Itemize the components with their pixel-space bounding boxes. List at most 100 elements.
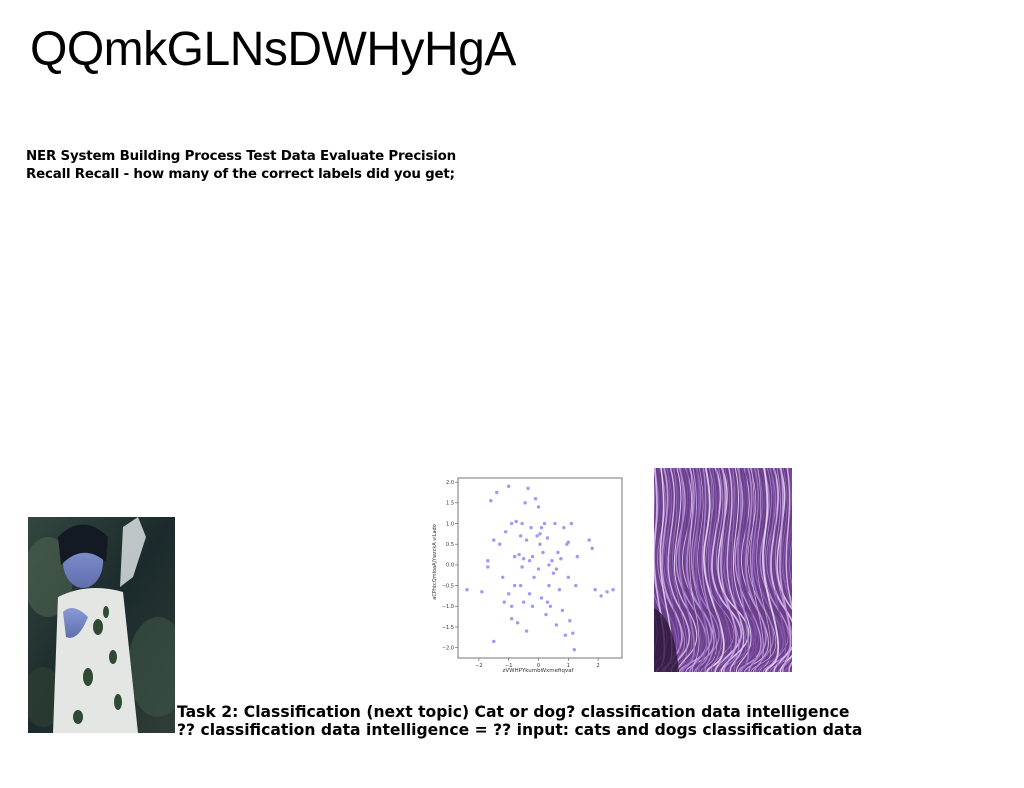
intro-line: NER System Building Process Test Data Ev… xyxy=(26,149,456,164)
scatter-point xyxy=(562,525,566,530)
scatter-point xyxy=(523,501,527,505)
scatter-point xyxy=(504,530,508,534)
scatter-point xyxy=(521,556,526,561)
scatter-point xyxy=(569,521,574,526)
texture-stroke xyxy=(778,468,792,672)
scatter-point xyxy=(520,521,524,526)
scatter-point xyxy=(538,542,542,546)
plot-frame xyxy=(457,477,623,659)
scatter-point xyxy=(547,563,551,567)
scatter-point xyxy=(571,631,575,635)
y-tick-label: −1.0 xyxy=(442,604,454,610)
intro-line: Recall Recall - how many of the correct … xyxy=(26,167,455,182)
y-tick-label: −2.0 xyxy=(442,645,454,651)
y-tick-label: 0.5 xyxy=(446,542,454,548)
y-tick-label: 1.5 xyxy=(446,501,454,507)
x-axis-label: zVWHPYkumbWxmefiqvaf xyxy=(502,668,574,674)
scatter-point xyxy=(563,633,568,637)
scatter-point xyxy=(536,567,541,571)
x-tick-label: 1 xyxy=(567,663,570,669)
scatter-point xyxy=(514,519,518,524)
scatter-point xyxy=(553,521,557,526)
texture-shadow xyxy=(654,608,679,672)
scatter-point xyxy=(502,600,506,604)
scatter-point xyxy=(492,639,496,644)
texture-stroke xyxy=(694,468,708,672)
scatter-point xyxy=(556,550,560,555)
scatter-point xyxy=(530,554,535,559)
y-tick-label: −1.5 xyxy=(442,625,454,631)
scatter-point xyxy=(539,596,544,600)
scatter-point xyxy=(574,583,578,588)
texture-stroke xyxy=(701,468,715,672)
x-tick-label: −2 xyxy=(475,663,482,669)
y-tick-label: 0.0 xyxy=(446,563,454,569)
caption-line: ?? classification data intelligence = ??… xyxy=(177,721,863,739)
scatter-point xyxy=(593,588,597,592)
scatter-point xyxy=(506,592,511,596)
texture-stroke xyxy=(719,468,738,672)
intro-text: NER System Building Process Test Data Ev… xyxy=(26,148,546,184)
texture-stroke xyxy=(707,468,722,672)
scatter-point xyxy=(544,612,548,617)
scatter-point xyxy=(527,559,532,563)
scatter-point xyxy=(560,608,565,613)
scatter-point xyxy=(486,565,490,569)
scatter-point xyxy=(554,623,559,627)
scatter-point xyxy=(512,583,517,588)
caption-text: Task 2: Classification (next topic) Cat … xyxy=(177,703,877,739)
scatter-point xyxy=(535,534,539,538)
y-tick-label: 1.0 xyxy=(446,521,454,527)
scatter-plot: −2 −1 0 1 2 2.0 1.5 1.0 0.5 0.0 −0.5 −1.0 −1.5 −2.0 z… xyxy=(432,477,623,674)
scatter-point xyxy=(495,490,499,495)
texture-stroke xyxy=(770,468,792,672)
scatter-point xyxy=(572,648,576,652)
scatter-point xyxy=(512,554,517,559)
scatter-point xyxy=(527,592,532,596)
y-tick-label: −0.5 xyxy=(442,583,454,589)
scatter-point xyxy=(532,575,536,580)
texture-stroke xyxy=(751,468,775,672)
x-tick-label: −1 xyxy=(505,663,512,669)
scatter-point xyxy=(605,590,609,594)
scatter-point xyxy=(465,588,469,592)
texture-stroke xyxy=(773,468,784,672)
scatter-point xyxy=(506,484,511,488)
scatter-point xyxy=(557,588,562,592)
scatter-point xyxy=(489,499,493,503)
scatter-point xyxy=(536,505,541,509)
scatter-point xyxy=(509,616,514,621)
texture-stroke xyxy=(731,468,742,672)
scatter-point xyxy=(526,486,530,491)
purple-lines-picture xyxy=(654,468,792,672)
y-tick-label: 2.0 xyxy=(446,480,454,486)
woman-in-forest-picture xyxy=(28,517,175,733)
texture-stroke xyxy=(689,468,700,672)
texture-stroke xyxy=(726,468,745,672)
scatter-point xyxy=(538,532,542,536)
scatter-point xyxy=(524,629,529,633)
scatter-point xyxy=(520,565,524,569)
texture-stroke xyxy=(782,468,792,672)
scatter-point xyxy=(515,621,520,625)
x-tick-label: 0 xyxy=(537,663,540,669)
scatter-point xyxy=(566,540,571,544)
scatter-point xyxy=(541,550,545,555)
texture-stroke xyxy=(745,468,767,672)
x-tick-label: 2 xyxy=(597,663,600,669)
scatter-point xyxy=(611,588,615,592)
scatter-point xyxy=(550,559,554,563)
scatter-point xyxy=(501,575,505,580)
texture-stroke xyxy=(686,468,713,672)
scatter-point xyxy=(575,554,579,559)
scatter-point xyxy=(587,538,591,542)
scatter-point xyxy=(551,571,556,575)
scatter-point xyxy=(545,600,550,604)
scatter-point xyxy=(590,546,594,551)
scatter-point xyxy=(539,525,544,530)
scatter-point xyxy=(518,583,523,588)
caption-line: Task 2: Classification (next topic) Cat … xyxy=(177,703,850,721)
scatter-point xyxy=(554,567,559,571)
scatter-point xyxy=(492,538,496,542)
scatter-point xyxy=(518,534,523,538)
